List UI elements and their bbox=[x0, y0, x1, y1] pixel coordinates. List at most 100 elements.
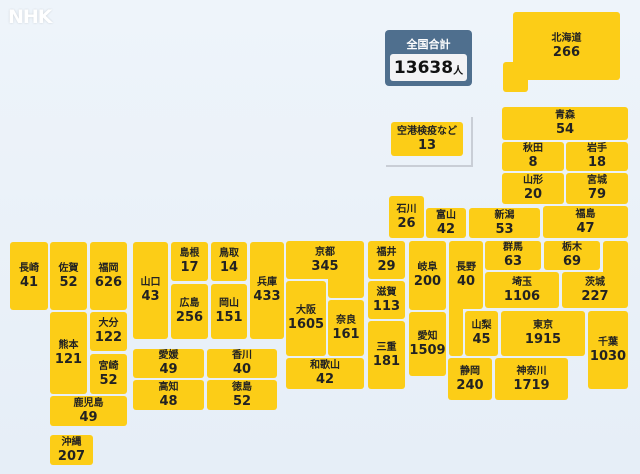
tile-iwate: 岩手 18 bbox=[566, 142, 628, 171]
tile-value: 14 bbox=[219, 260, 239, 275]
tile-value: 13 bbox=[417, 137, 437, 153]
tile-name: 岡山 bbox=[219, 298, 239, 309]
tile-name: 岐阜 bbox=[417, 262, 438, 273]
tile-name: 鳥取 bbox=[219, 248, 239, 259]
tile-value: 626 bbox=[94, 274, 123, 290]
tile-wakayama: 和歌山 42 bbox=[286, 358, 364, 389]
tile-name: 島根 bbox=[179, 248, 200, 259]
tile-value: 121 bbox=[54, 351, 83, 367]
tile-hiroshima: 広島 256 bbox=[171, 284, 208, 339]
tile-value: 40 bbox=[456, 273, 476, 289]
nhk-logo: NHK bbox=[8, 6, 53, 28]
tile-nagano: 長野 40 bbox=[449, 241, 483, 309]
tile-value: 17 bbox=[180, 260, 199, 275]
tile-kumamoto: 熊本 121 bbox=[50, 312, 87, 394]
tile-value: 1605 bbox=[287, 317, 325, 332]
tile-value: 207 bbox=[57, 448, 86, 464]
tile-value: 29 bbox=[377, 258, 396, 274]
tile-value: 26 bbox=[397, 215, 416, 231]
tile-miyagi: 宮城 79 bbox=[566, 173, 628, 204]
tile-shizuoka: 静岡 240 bbox=[448, 358, 492, 400]
tile-name: 福島 bbox=[575, 208, 596, 220]
tile-value: 1719 bbox=[513, 377, 550, 393]
tile-akita: 秋田 8 bbox=[502, 142, 564, 171]
national-total-value: 13638 bbox=[393, 57, 454, 78]
tile-gifu: 岐阜 200 bbox=[409, 241, 446, 310]
tile-value: 40 bbox=[232, 362, 252, 377]
tile-value: 256 bbox=[175, 310, 204, 325]
tile-hyogo: 兵庫 433 bbox=[250, 242, 284, 339]
tile-airport-quarantine: 空港検疫など 13 bbox=[391, 122, 463, 156]
tile-name: 沖縄 bbox=[61, 436, 82, 448]
tile-name: 山口 bbox=[140, 277, 161, 288]
tile-value: 41 bbox=[19, 274, 39, 290]
tile-name: 高知 bbox=[158, 381, 179, 393]
tile-name: 香川 bbox=[232, 350, 252, 361]
tile-name: 熊本 bbox=[58, 339, 79, 351]
tile-saitama: 埼玉 1106 bbox=[485, 272, 559, 308]
tile-yamagata: 山形 20 bbox=[502, 173, 564, 204]
tile-value: 122 bbox=[94, 330, 123, 345]
tile-name: 茨城 bbox=[585, 276, 605, 288]
tile-name: 新潟 bbox=[494, 209, 515, 221]
tile-okayama: 岡山 151 bbox=[211, 284, 247, 339]
tile-value: 52 bbox=[99, 372, 118, 388]
tile-name: 広島 bbox=[179, 298, 200, 309]
tile-yamaguchi: 山口 43 bbox=[133, 242, 168, 339]
tile-value: 181 bbox=[372, 353, 401, 369]
tile-name: 秋田 bbox=[523, 143, 543, 154]
tile-ehime: 愛媛 49 bbox=[133, 349, 204, 378]
tile-ishikawa: 石川 26 bbox=[389, 196, 424, 238]
tile-yamanashi: 山梨 45 bbox=[465, 311, 498, 356]
tile-name: 静岡 bbox=[460, 365, 480, 377]
tile-toyama: 富山 42 bbox=[426, 208, 466, 238]
tile-name: 岩手 bbox=[587, 143, 607, 154]
tile-value: 161 bbox=[332, 326, 360, 342]
tile-kagoshima: 鹿児島 49 bbox=[50, 396, 127, 426]
national-total-panel: 全国合計 13638 人 bbox=[385, 30, 472, 86]
tile-value: 1915 bbox=[524, 332, 562, 347]
tile-name: 富山 bbox=[436, 209, 456, 221]
tile-kochi: 高知 48 bbox=[133, 380, 204, 410]
tile-fukushima: 福島 47 bbox=[543, 206, 628, 238]
national-total-label: 全国合計 bbox=[406, 38, 451, 51]
tile-name: 山形 bbox=[523, 175, 543, 186]
tile-name: 徳島 bbox=[232, 381, 252, 393]
tile-name: 石川 bbox=[396, 203, 417, 215]
tile-okinawa: 沖縄 207 bbox=[50, 435, 93, 465]
nagano-extension bbox=[449, 300, 463, 356]
tile-fukui: 福井 29 bbox=[368, 241, 405, 279]
tile-value: 54 bbox=[555, 122, 575, 137]
tile-value: 42 bbox=[436, 221, 456, 237]
tile-value: 200 bbox=[413, 274, 442, 289]
tile-value: 42 bbox=[315, 372, 335, 387]
tile-value: 63 bbox=[503, 254, 523, 269]
tile-value: 240 bbox=[456, 377, 484, 393]
tile-shiga: 滋賀 113 bbox=[368, 281, 405, 319]
tile-ibaraki: 茨城 227 bbox=[562, 272, 628, 308]
tile-tokyo: 東京 1915 bbox=[501, 311, 585, 356]
tile-name: 群馬 bbox=[503, 242, 523, 253]
tile-niigata: 新潟 53 bbox=[469, 208, 540, 238]
tile-name: 兵庫 bbox=[257, 277, 277, 288]
tile-saga: 佐賀 52 bbox=[50, 242, 87, 310]
tile-name: 宮城 bbox=[587, 175, 607, 186]
tile-kagawa: 香川 40 bbox=[207, 349, 277, 378]
tile-shimane: 島根 17 bbox=[171, 242, 208, 281]
tile-name: 三重 bbox=[376, 341, 397, 353]
tile-osaka: 大阪 1605 bbox=[286, 281, 326, 356]
tile-value: 47 bbox=[576, 220, 595, 236]
tile-chiba: 千葉 1030 bbox=[588, 311, 628, 389]
tile-name: 京都 bbox=[315, 246, 335, 258]
tile-value: 1509 bbox=[409, 342, 446, 358]
tile-value: 43 bbox=[141, 289, 160, 304]
tile-value: 8 bbox=[528, 155, 538, 170]
tile-name: 愛媛 bbox=[158, 350, 179, 361]
tile-value: 53 bbox=[495, 221, 514, 237]
airport-divider bbox=[386, 117, 473, 167]
tile-kanagawa: 神奈川 1719 bbox=[495, 358, 568, 400]
tile-name: 埼玉 bbox=[512, 276, 532, 288]
tile-name: 長野 bbox=[456, 261, 476, 273]
tile-value: 113 bbox=[372, 298, 401, 314]
tile-value: 18 bbox=[587, 155, 607, 170]
